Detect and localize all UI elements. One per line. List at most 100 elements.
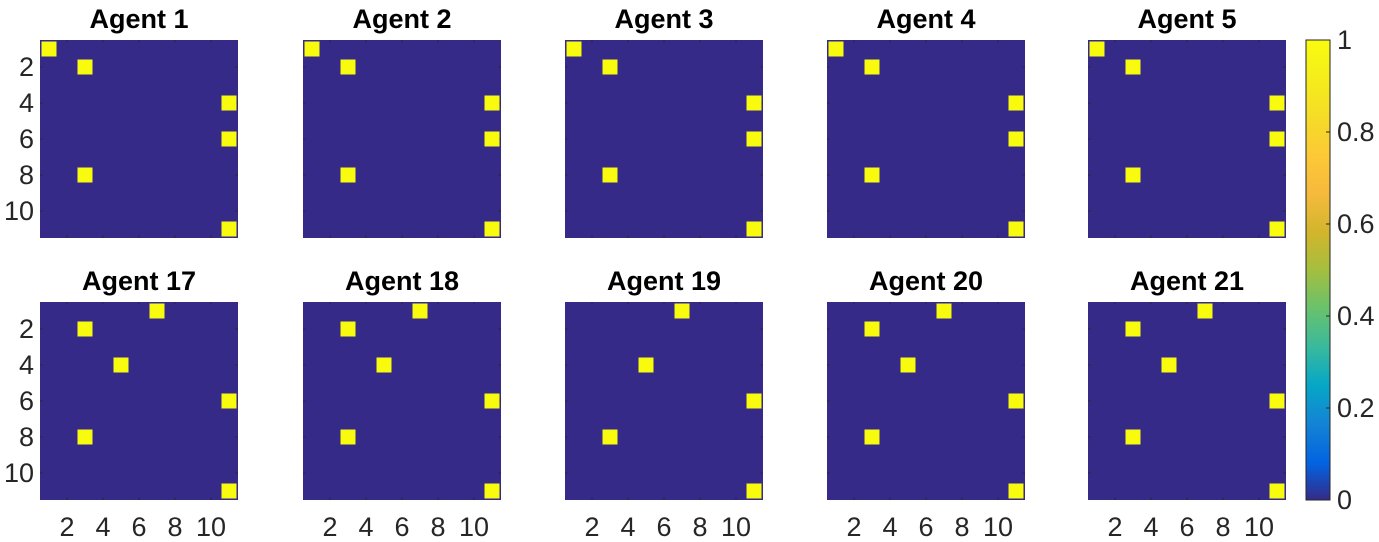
heatmap-cell-on [1008,95,1024,111]
heatmap-cell-on [864,321,880,337]
x-tick-label: 2 [59,512,74,542]
heatmap-cell-on [1089,41,1105,57]
panel-title: Agent 17 [82,266,196,296]
heatmap-background [827,302,1025,500]
heatmap-cell-on [746,95,762,111]
heatmap-cell-on [602,59,618,75]
y-tick-label: 8 [19,422,34,452]
heatmap-panel: Agent 3 [565,4,763,238]
heatmap-cell-on [1008,131,1024,147]
heatmap-cell-on [1197,303,1213,319]
heatmap-background [1088,40,1286,238]
heatmap-cell-on [602,429,618,445]
x-tick-label: 6 [1179,512,1194,542]
x-tick-label: 4 [882,512,897,542]
panel-title: Agent 2 [352,4,451,34]
panel-title: Agent 19 [607,266,721,296]
heatmap-panel: Agent 20 [827,266,1025,500]
heatmap-panel: Agent 17 [40,266,238,500]
heatmap-panel: Agent 18 [303,266,501,500]
heatmap-cell-on [1161,357,1177,373]
colorbar: 0 0.2 0.4 0.6 0.8 1 [1305,25,1375,515]
heatmap-cell-on [221,483,237,499]
heatmap-cell-on [746,131,762,147]
heatmap-cell-on [900,357,916,373]
heatmap-background [565,302,763,500]
heatmap-cell-on [304,41,320,57]
heatmap-cell-on [412,303,428,319]
x-tick-label: 2 [584,512,599,542]
heatmap-cell-on [77,429,93,445]
x-tick-label: 4 [358,512,373,542]
x-tick-label: 10 [459,512,489,542]
colorbar-tick-label: 0.2 [1337,393,1375,423]
heatmap-background [827,40,1025,238]
heatmap-cell-on [936,303,952,319]
heatmap-cell-on [113,357,129,373]
heatmap-cell-on [484,393,500,409]
y-tick-label: 10 [4,458,34,488]
heatmap-background [303,302,501,500]
heatmap-panel: Agent 2 [303,4,501,238]
heatmap-cell-on [1125,59,1141,75]
heatmap-cell-on [484,131,500,147]
x-tick-label: 8 [692,512,707,542]
x-tick-label: 2 [1107,512,1122,542]
panel-title: Agent 18 [345,266,459,296]
heatmap-cell-on [41,41,57,57]
colorbar-tick-label: 0 [1337,485,1352,515]
heatmap-cell-on [376,357,392,373]
heatmap-cell-on [1269,95,1285,111]
heatmap-cell-on [864,59,880,75]
heatmap-cell-on [340,59,356,75]
heatmap-panel: Agent 19 [565,266,763,500]
heatmap-background [1088,302,1286,500]
heatmap-background [40,40,238,238]
x-tick-label: 8 [1215,512,1230,542]
heatmap-cell-on [484,95,500,111]
heatmap-cell-on [340,429,356,445]
heatmap-cell-on [828,41,844,57]
heatmap-cell-on [340,321,356,337]
heatmap-cell-on [638,357,654,373]
heatmap-cell-on [1008,393,1024,409]
panels-group: Agent 1 Agent 2 Agent 3 Agent 4 Agent 5 Agent… [40,4,1286,500]
heatmap-cell-on [484,483,500,499]
x-tick-label: 10 [1244,512,1274,542]
heatmap-cell-on [221,131,237,147]
heatmap-cell-on [864,429,880,445]
heatmap-cell-on [602,167,618,183]
heatmap-cell-on [1269,131,1285,147]
y-tick-label: 6 [19,124,34,154]
x-tick-label: 4 [95,512,110,542]
panel-title: Agent 1 [89,4,188,34]
heatmap-cell-on [674,303,690,319]
heatmap-cell-on [1125,429,1141,445]
heatmap-background [40,302,238,500]
heatmap-cell-on [221,393,237,409]
x-tick-label: 2 [322,512,337,542]
y-tick-label: 8 [19,160,34,190]
heatmap-cell-on [746,483,762,499]
heatmap-cell-on [149,303,165,319]
heatmap-cell-on [1269,221,1285,237]
heatmap-background [303,40,501,238]
heatmap-cell-on [1125,167,1141,183]
x-tick-label: 10 [983,512,1013,542]
heatmap-cell-on [77,321,93,337]
x-tick-label: 8 [954,512,969,542]
colorbar-tick-label: 1 [1337,25,1352,55]
heatmap-cell-on [746,393,762,409]
x-tick-label: 6 [394,512,409,542]
panel-title: Agent 4 [876,4,975,34]
x-tick-label: 6 [656,512,671,542]
x-tick-label: 10 [196,512,226,542]
heatmap-cell-on [1008,483,1024,499]
heatmap-cell-on [484,221,500,237]
heatmap-panel: Agent 4 [827,4,1025,238]
colorbar-tick-label: 0.6 [1337,209,1375,239]
x-tick-label: 10 [721,512,751,542]
y-tick-label: 2 [19,314,34,344]
heatmap-cell-on [340,167,356,183]
